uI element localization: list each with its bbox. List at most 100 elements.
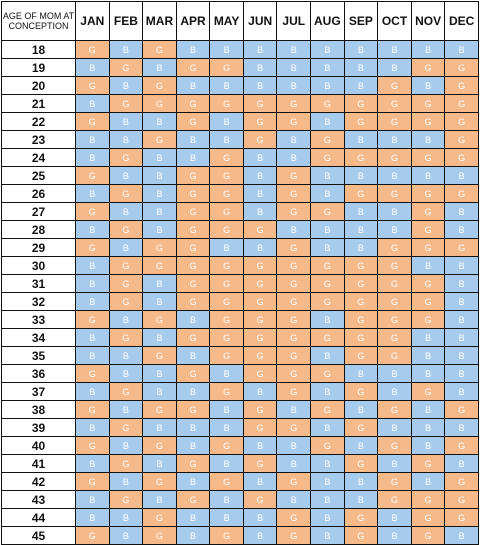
gender-cell: B [108,76,144,95]
table-row: 42 G B G B G B G B B G B G [1,472,479,491]
gender-cell: G [242,130,278,149]
gender-cell: B [209,418,244,437]
gender-cell: G [75,400,110,419]
gender-cell: B [276,490,312,509]
gender-cell: G [276,256,312,275]
gender-cell: B [108,472,144,491]
gender-cell: B [444,40,479,59]
gender-cell: B [343,40,379,59]
gender-cell: B [75,220,110,239]
gender-cell: G [410,292,446,311]
gender-cell: B [142,202,177,221]
gender-cell: B [108,40,144,59]
gender-cell: B [242,238,278,257]
gender-cell: B [142,292,177,311]
gender-cell: G [276,328,312,347]
table-row: 32 B G B G G G G G G G G B [1,292,479,311]
gender-cell: G [142,508,177,527]
gender-cell: B [242,436,278,455]
gender-cell: G [410,274,446,293]
gender-cell: G [310,328,345,347]
gender-cell: B [444,328,479,347]
gender-cell: G [75,112,110,131]
chart-body: 18 G B G B B B B B B B B B 19 B G B G G B B B B B G G 20 G B G B B B B B B G… [1,40,479,545]
age-cell: 31 [1,274,76,293]
age-cell: 22 [1,112,76,131]
gender-cell: B [242,148,278,167]
gender-cell: G [209,328,244,347]
gender-cell: B [343,490,379,509]
gender-cell: B [343,238,379,257]
month-header-apr: APR [175,1,211,41]
gender-cell: G [310,364,345,383]
gender-cell: B [142,382,177,401]
gender-cell: G [108,418,144,437]
gender-cell: B [343,472,379,491]
gender-cell: B [410,472,446,491]
gender-cell: G [444,58,479,77]
age-cell: 26 [1,184,76,203]
gender-cell: B [377,364,412,383]
gender-cell: B [108,202,144,221]
gender-cell: G [75,472,110,491]
table-row: 31 B G B G G G G G G G G B [1,274,479,293]
gender-cell: G [410,148,446,167]
gender-cell: G [343,418,379,437]
gender-cell: G [444,148,479,167]
gender-cell: B [209,238,244,257]
age-cell: 36 [1,364,76,383]
month-header-may: MAY [209,1,244,41]
table-row: 25 G B B G G B G B B B B B [1,166,479,185]
age-cell: 28 [1,220,76,239]
gender-cell: G [209,202,244,221]
gender-cell: G [310,130,345,149]
gender-cell: G [108,382,144,401]
gender-cell: G [343,454,379,473]
age-cell: 19 [1,58,76,77]
gender-cell: G [276,364,312,383]
gender-cell: G [209,256,244,275]
gender-cell: G [444,472,479,491]
gender-cell: G [310,202,345,221]
gender-cell: B [75,148,110,167]
gender-cell: B [175,472,211,491]
gender-cell: B [175,526,211,545]
gender-cell: B [209,454,244,473]
gender-cell: B [377,418,412,437]
gender-cell: B [175,76,211,95]
gender-cell: B [310,346,345,365]
gender-cell: B [75,58,110,77]
gender-cell: B [410,436,446,455]
gender-cell: B [142,112,177,131]
table-row: 30 B G G G G G G G G G B B [1,256,479,275]
gender-cell: G [276,310,312,329]
table-row: 20 G B G B B B B B B G B G [1,76,479,95]
gender-cell: B [410,418,446,437]
gender-cell: B [410,130,446,149]
gender-cell: G [276,382,312,401]
gender-cell: G [276,346,312,365]
gender-cell: G [142,238,177,257]
gender-cell: G [310,436,345,455]
gender-cell: B [410,328,446,347]
gender-cell: B [377,58,412,77]
gender-cell: B [142,454,177,473]
gender-cell: B [310,58,345,77]
gender-cell: B [410,346,446,365]
gender-cell: G [108,328,144,347]
gender-cell: G [377,292,412,311]
gender-cell: G [377,274,412,293]
gender-cell: B [142,184,177,203]
gender-cell: G [108,256,144,275]
gender-cell: G [108,148,144,167]
gender-cell: B [310,112,345,131]
gender-cell: G [175,220,211,239]
gender-cell: B [209,508,244,527]
gender-cell: B [410,364,446,383]
gender-cell: G [142,310,177,329]
table-row: 33 G B G B G G G B G G G B [1,310,479,329]
table-row: 36 G B B G B G G G B B B B [1,364,479,383]
gender-cell: B [310,526,345,545]
gender-cell: G [175,274,211,293]
table-row: 29 G B G G B B G B B G G G [1,238,479,257]
